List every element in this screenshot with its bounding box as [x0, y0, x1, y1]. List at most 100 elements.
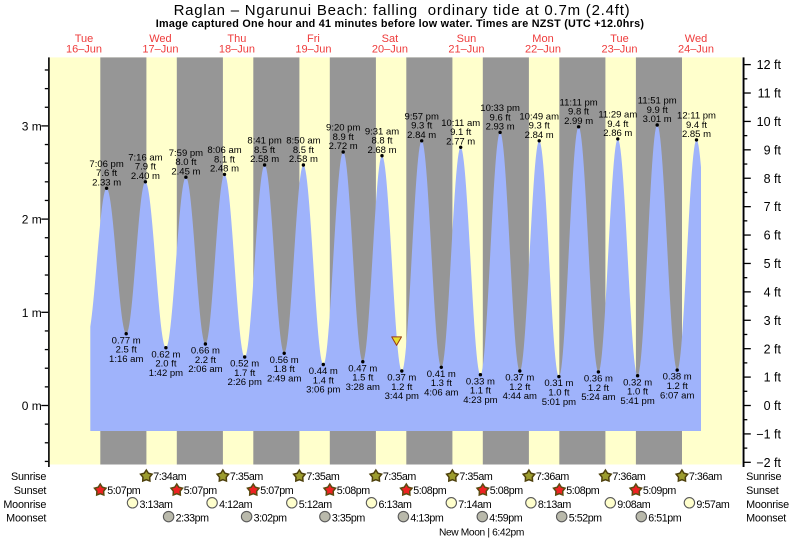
svg-text:3:44 pm: 3:44 pm — [385, 391, 419, 402]
svg-text:24–Jun: 24–Jun — [678, 44, 714, 56]
svg-text:−1 ft: −1 ft — [756, 428, 781, 442]
svg-text:0.44 m: 0.44 m — [309, 366, 338, 377]
svg-text:0.32 m: 0.32 m — [623, 377, 652, 388]
svg-text:Thu: Thu — [227, 33, 246, 45]
svg-text:Moonset: Moonset — [6, 513, 46, 525]
svg-text:5:24 am: 5:24 am — [581, 392, 615, 403]
svg-text:9.1 ft: 9.1 ft — [450, 127, 471, 138]
svg-text:7:36am: 7:36am — [536, 471, 569, 483]
svg-text:7:35am: 7:35am — [383, 471, 416, 483]
svg-text:Sunrise: Sunrise — [11, 471, 46, 483]
svg-text:9.4 ft: 9.4 ft — [686, 120, 707, 131]
svg-text:2.84 m: 2.84 m — [407, 130, 436, 141]
svg-text:−2 ft: −2 ft — [756, 456, 781, 470]
svg-text:0.62 m: 0.62 m — [151, 349, 180, 360]
svg-text:0.36 m: 0.36 m — [584, 374, 613, 385]
svg-text:1.3 ft: 1.3 ft — [431, 378, 452, 389]
svg-text:7:35am: 7:35am — [230, 471, 263, 483]
svg-text:2 ft: 2 ft — [764, 342, 782, 356]
svg-text:Wed: Wed — [685, 33, 707, 45]
svg-text:6:13am: 6:13am — [379, 499, 412, 511]
svg-text:1.5 ft: 1.5 ft — [352, 373, 373, 384]
svg-text:Sunset: Sunset — [746, 485, 779, 497]
svg-text:1.8 ft: 1.8 ft — [274, 364, 295, 375]
svg-text:21–Jun: 21–Jun — [448, 44, 484, 56]
svg-text:7:35am: 7:35am — [459, 471, 492, 483]
svg-text:9.3 ft: 9.3 ft — [411, 121, 432, 132]
svg-text:2.58 m: 2.58 m — [289, 154, 318, 165]
svg-text:7:34am: 7:34am — [153, 471, 186, 483]
svg-text:8.5 ft: 8.5 ft — [293, 145, 314, 156]
svg-text:5:41 pm: 5:41 pm — [620, 396, 654, 407]
svg-text:5:08pm: 5:08pm — [413, 485, 446, 497]
svg-text:2:33pm: 2:33pm — [176, 513, 209, 525]
svg-text:Mon: Mon — [532, 33, 553, 45]
svg-text:9:57am: 9:57am — [696, 499, 729, 511]
svg-text:6:51pm: 6:51pm — [648, 513, 681, 525]
svg-text:1.2 ft: 1.2 ft — [588, 383, 609, 394]
svg-text:9.4 ft: 9.4 ft — [607, 119, 628, 130]
svg-text:5:01 pm: 5:01 pm — [542, 397, 576, 408]
svg-text:Sun: Sun — [457, 33, 477, 45]
svg-text:5:52pm: 5:52pm — [569, 513, 602, 525]
svg-text:1:16 am: 1:16 am — [109, 354, 143, 365]
svg-text:12:11 pm: 12:11 pm — [677, 111, 716, 122]
svg-text:7 ft: 7 ft — [764, 200, 782, 214]
svg-text:17–Jun: 17–Jun — [142, 44, 178, 56]
svg-text:0.38 m: 0.38 m — [663, 372, 692, 383]
svg-text:5:12am: 5:12am — [299, 499, 332, 511]
svg-text:9:57 pm: 9:57 pm — [405, 111, 439, 122]
svg-text:0.56 m: 0.56 m — [270, 355, 299, 366]
svg-text:2.2 ft: 2.2 ft — [195, 355, 216, 366]
svg-text:19–Jun: 19–Jun — [295, 44, 331, 56]
svg-text:5:07pm: 5:07pm — [184, 485, 217, 497]
svg-text:2.5 ft: 2.5 ft — [116, 345, 137, 356]
svg-text:11 ft: 11 ft — [758, 87, 782, 101]
svg-text:7:59 pm: 7:59 pm — [169, 148, 203, 159]
svg-text:Wed: Wed — [149, 33, 171, 45]
svg-text:Moonset: Moonset — [746, 513, 786, 525]
svg-text:New Moon | 6:42pm: New Moon | 6:42pm — [439, 528, 524, 539]
svg-text:2:49 am: 2:49 am — [267, 374, 301, 385]
svg-text:2.86 m: 2.86 m — [603, 128, 632, 139]
svg-text:3 m: 3 m — [22, 120, 42, 134]
svg-text:8.5 ft: 8.5 ft — [254, 145, 275, 156]
svg-text:0.37 m: 0.37 m — [387, 373, 416, 384]
svg-text:0.37 m: 0.37 m — [505, 373, 534, 384]
svg-text:0.66 m: 0.66 m — [191, 346, 220, 357]
svg-text:5:08pm: 5:08pm — [337, 485, 370, 497]
svg-text:1:42 pm: 1:42 pm — [149, 368, 183, 379]
svg-text:2.58 m: 2.58 m — [250, 154, 279, 165]
svg-text:8:41 pm: 8:41 pm — [247, 136, 281, 147]
svg-text:5:08pm: 5:08pm — [490, 485, 523, 497]
svg-text:2.99 m: 2.99 m — [564, 116, 593, 127]
svg-text:1.1 ft: 1.1 ft — [470, 386, 491, 397]
svg-text:0.52 m: 0.52 m — [230, 359, 259, 370]
svg-text:2.84 m: 2.84 m — [525, 130, 554, 141]
svg-text:11:11 pm: 11:11 pm — [559, 97, 597, 108]
svg-text:5:08pm: 5:08pm — [566, 485, 599, 497]
svg-text:9.3 ft: 9.3 ft — [529, 121, 550, 132]
svg-text:8:50 am: 8:50 am — [286, 136, 320, 147]
svg-text:20–Jun: 20–Jun — [372, 44, 408, 56]
svg-text:4:13pm: 4:13pm — [410, 513, 443, 525]
svg-text:7:36am: 7:36am — [689, 471, 722, 483]
svg-text:9:20 pm: 9:20 pm — [326, 123, 360, 134]
svg-text:9.9 ft: 9.9 ft — [647, 105, 668, 116]
svg-text:0.47 m: 0.47 m — [348, 363, 377, 374]
svg-text:0.77 m: 0.77 m — [112, 335, 141, 346]
svg-text:18–Jun: 18–Jun — [219, 44, 255, 56]
svg-text:2.45 m: 2.45 m — [171, 166, 200, 177]
svg-text:5:07pm: 5:07pm — [260, 485, 293, 497]
svg-text:7:16 am: 7:16 am — [128, 152, 162, 163]
svg-text:Sat: Sat — [382, 33, 399, 45]
svg-text:3:28 am: 3:28 am — [346, 382, 380, 393]
svg-text:2.68 m: 2.68 m — [367, 145, 396, 156]
svg-text:7:35am: 7:35am — [306, 471, 339, 483]
svg-text:4 ft: 4 ft — [764, 286, 782, 300]
svg-text:3 ft: 3 ft — [764, 314, 782, 328]
svg-text:Moonrise: Moonrise — [3, 499, 46, 511]
svg-text:7:36am: 7:36am — [612, 471, 645, 483]
svg-text:8.8 ft: 8.8 ft — [371, 136, 392, 147]
svg-text:0.31 m: 0.31 m — [544, 378, 573, 389]
